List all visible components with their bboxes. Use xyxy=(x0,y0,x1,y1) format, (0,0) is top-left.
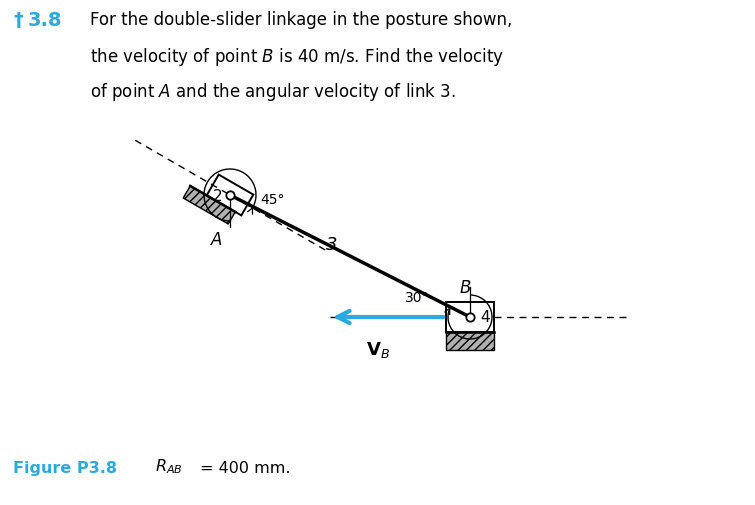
Text: 4: 4 xyxy=(480,309,490,324)
Text: = 400 mm.: = 400 mm. xyxy=(200,460,291,475)
Text: the velocity of point $B$ is 40 m/s. Find the velocity: the velocity of point $B$ is 40 m/s. Fin… xyxy=(90,46,504,68)
Text: $A$: $A$ xyxy=(211,231,223,248)
Polygon shape xyxy=(446,332,494,350)
Text: †: † xyxy=(13,11,23,30)
Text: $R_{AB}$: $R_{AB}$ xyxy=(155,457,183,475)
Text: For the double-slider linkage in the posture shown,: For the double-slider linkage in the pos… xyxy=(90,11,513,29)
Text: of point $A$ and the angular velocity of link 3.: of point $A$ and the angular velocity of… xyxy=(90,81,456,103)
Text: $\mathbf{V}_B$: $\mathbf{V}_B$ xyxy=(366,339,390,359)
Text: 30°: 30° xyxy=(405,290,430,305)
Text: 3: 3 xyxy=(326,235,337,254)
Text: Figure P3.8: Figure P3.8 xyxy=(13,460,117,475)
Polygon shape xyxy=(183,186,236,225)
Text: $B$: $B$ xyxy=(459,278,471,296)
Text: 3.8: 3.8 xyxy=(28,11,63,30)
Text: 45°: 45° xyxy=(260,192,285,207)
Text: 2: 2 xyxy=(213,189,223,204)
